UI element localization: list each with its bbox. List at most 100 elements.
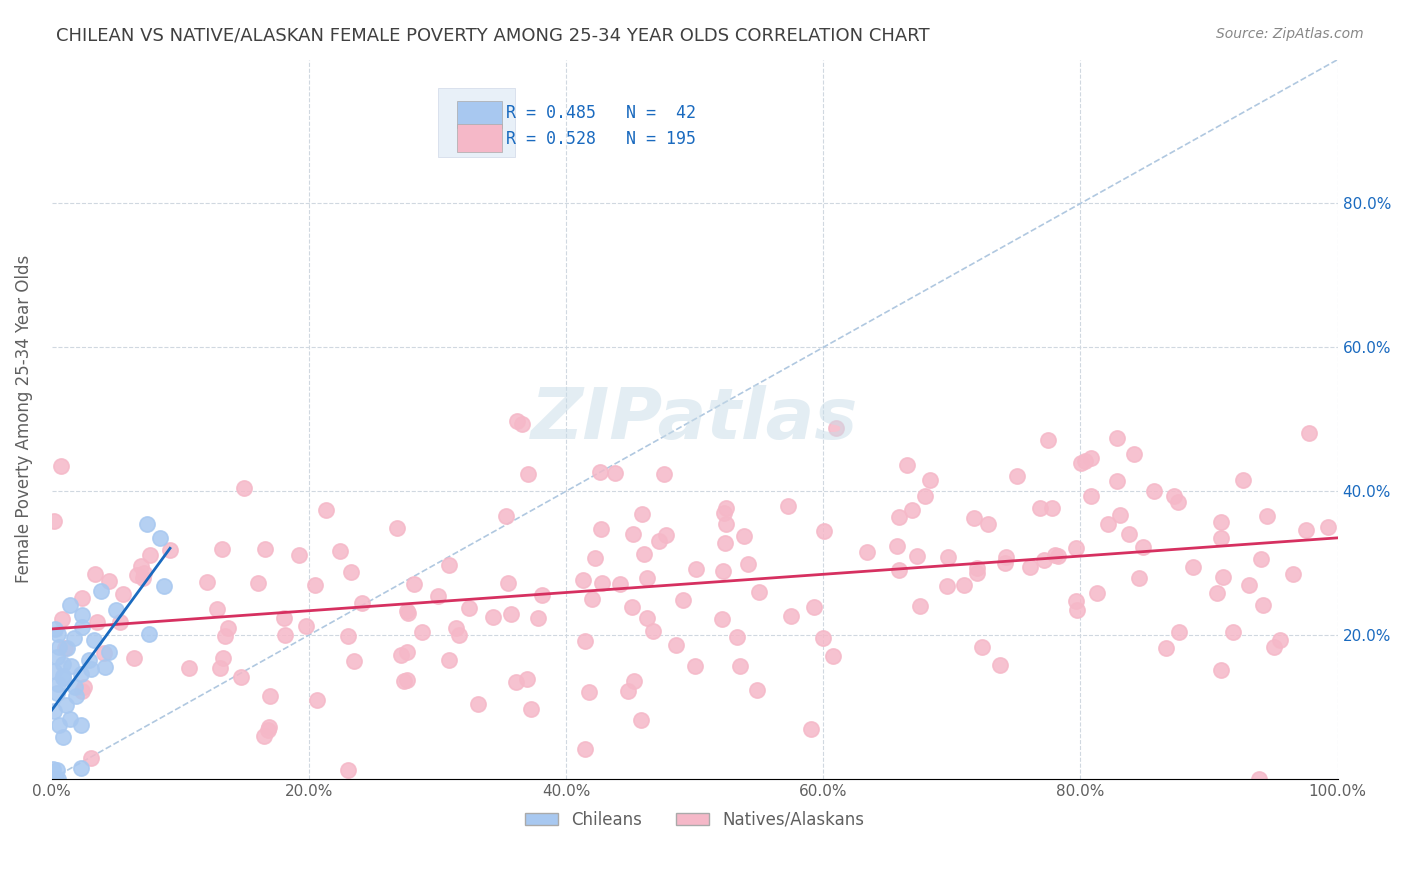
Point: [1281, 566, 1303, 581]
Point: [259, 689, 281, 703]
Point: [1209, 663, 1232, 677]
Point: [288, 548, 311, 562]
Point: [496, 575, 519, 590]
Point: [45, 649, 67, 664]
Point: [581, 592, 603, 607]
Point: [69, 718, 91, 732]
Point: [887, 563, 910, 577]
Point: [889, 510, 911, 524]
Point: [253, 542, 276, 557]
Point: [1250, 551, 1272, 566]
Point: [44, 622, 66, 636]
Point: [337, 629, 360, 643]
Text: CHILEAN VS NATIVE/ALASKAN FEMALE POVERTY AMONG 25-34 YEAR OLDS CORRELATION CHART: CHILEAN VS NATIVE/ALASKAN FEMALE POVERTY…: [56, 27, 929, 45]
Point: [48, 640, 70, 654]
Point: [153, 579, 176, 593]
Point: [617, 683, 640, 698]
Point: [395, 604, 418, 618]
Point: [1108, 508, 1130, 522]
Point: [138, 627, 160, 641]
Point: [1222, 624, 1244, 639]
Point: [1122, 447, 1144, 461]
Point: [212, 650, 235, 665]
Point: [733, 528, 755, 542]
Point: [42, 704, 65, 718]
Point: [510, 417, 533, 431]
Point: [605, 466, 627, 480]
Point: [623, 673, 645, 688]
Y-axis label: Female Poverty Among 25-34 Year Olds: Female Poverty Among 25-34 Year Olds: [15, 255, 32, 583]
Point: [1042, 500, 1064, 515]
Point: [352, 596, 374, 610]
Point: [905, 549, 928, 563]
Point: [823, 648, 845, 663]
Point: [636, 611, 658, 625]
Point: [714, 536, 737, 550]
Point: [437, 652, 460, 666]
Point: [780, 608, 803, 623]
Point: [672, 592, 695, 607]
Point: [136, 516, 159, 531]
Point: [83, 632, 105, 647]
Point: [343, 654, 366, 668]
Point: [72, 591, 94, 605]
Point: [179, 660, 201, 674]
Point: [70, 760, 93, 774]
Point: [1211, 531, 1233, 545]
Point: [80, 751, 103, 765]
Point: [713, 507, 735, 521]
Point: [748, 585, 770, 599]
Point: [305, 693, 328, 707]
Point: [53, 640, 76, 655]
Point: [444, 621, 467, 635]
Point: [1046, 549, 1069, 563]
Point: [205, 602, 228, 616]
FancyBboxPatch shape: [457, 101, 502, 128]
Point: [70, 667, 93, 681]
Point: [953, 577, 976, 591]
Point: [41, 772, 63, 786]
Point: [211, 542, 233, 557]
Point: [1251, 599, 1274, 613]
Point: [98, 574, 121, 589]
Point: [42, 514, 65, 528]
Point: [159, 542, 181, 557]
Point: [963, 511, 986, 525]
Point: [1105, 474, 1128, 488]
Point: [1143, 483, 1166, 498]
Point: [105, 603, 128, 617]
Point: [988, 657, 1011, 672]
Point: [1206, 586, 1229, 600]
Point: [1237, 578, 1260, 592]
Point: [654, 528, 676, 542]
Point: [591, 575, 613, 590]
Point: [59, 712, 82, 726]
Point: [1038, 433, 1060, 447]
Point: [122, 651, 145, 665]
Point: [589, 522, 612, 536]
Point: [246, 576, 269, 591]
Point: [578, 685, 600, 699]
Text: Source: ZipAtlas.com: Source: ZipAtlas.com: [1216, 27, 1364, 41]
Point: [1066, 603, 1088, 617]
Point: [257, 723, 280, 738]
Point: [149, 531, 172, 545]
Point: [90, 584, 112, 599]
Point: [908, 599, 931, 613]
Point: [994, 550, 1017, 565]
Legend: Chileans, Natives/Alaskans: Chileans, Natives/Alaskans: [519, 804, 872, 835]
Point: [1249, 772, 1271, 786]
Point: [1097, 517, 1119, 532]
Point: [1154, 641, 1177, 656]
Point: [1005, 469, 1028, 483]
Point: [728, 659, 751, 673]
Point: [714, 517, 737, 532]
Point: [52, 730, 75, 744]
Point: [65, 689, 87, 703]
Point: [652, 467, 675, 481]
Point: [49, 459, 72, 474]
Point: [80, 662, 103, 676]
Point: [294, 619, 316, 633]
Point: [716, 501, 738, 516]
Point: [437, 558, 460, 572]
